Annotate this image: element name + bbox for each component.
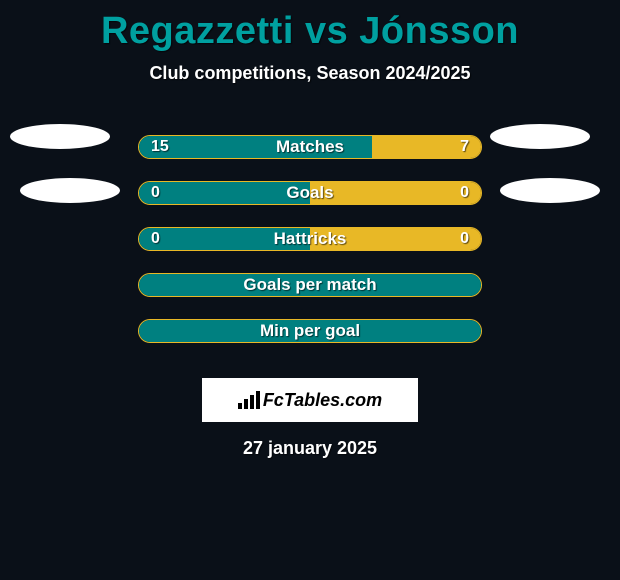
stat-value-right: 7 [460,138,481,156]
bars-icon [238,391,260,409]
stat-bar: 00 [138,227,482,251]
stat-bar-right: 7 [372,136,481,158]
stat-bar [138,319,482,343]
brand-text: FcTables.com [263,390,382,411]
page-title: Regazzetti vs Jónsson [0,0,620,53]
comparison-infographic: Regazzetti vs Jónsson Club competitions,… [0,0,620,580]
decorative-ellipse [10,124,110,149]
stat-row: Min per goal [0,308,620,354]
decorative-ellipse [490,124,590,149]
stat-row: 00Hattricks [0,216,620,262]
stat-value-right: 0 [460,184,481,202]
page-subtitle: Club competitions, Season 2024/2025 [0,63,620,84]
stat-rows: 157Matches00Goals00HattricksGoals per ma… [0,124,620,354]
brand-badge: FcTables.com [202,378,418,422]
date-text: 27 january 2025 [0,438,620,459]
stat-value-right: 0 [460,230,481,248]
stat-value-left: 15 [139,138,169,156]
stat-row: Goals per match [0,262,620,308]
stat-bar [138,273,482,297]
stat-bar-left: 15 [139,136,372,158]
stat-bar-left [139,274,481,296]
stat-bar: 15 7 [138,135,482,159]
stat-bar-left [139,320,481,342]
stat-value-left: 0 [139,184,160,202]
stat-value-left: 0 [139,230,160,248]
decorative-ellipse [20,178,120,203]
stat-bar-left: 0 [139,182,310,204]
decorative-ellipse [500,178,600,203]
stat-bar-right: 0 [310,228,481,250]
stat-bar-left: 0 [139,228,310,250]
stat-bar: 00 [138,181,482,205]
stat-bar-right: 0 [310,182,481,204]
